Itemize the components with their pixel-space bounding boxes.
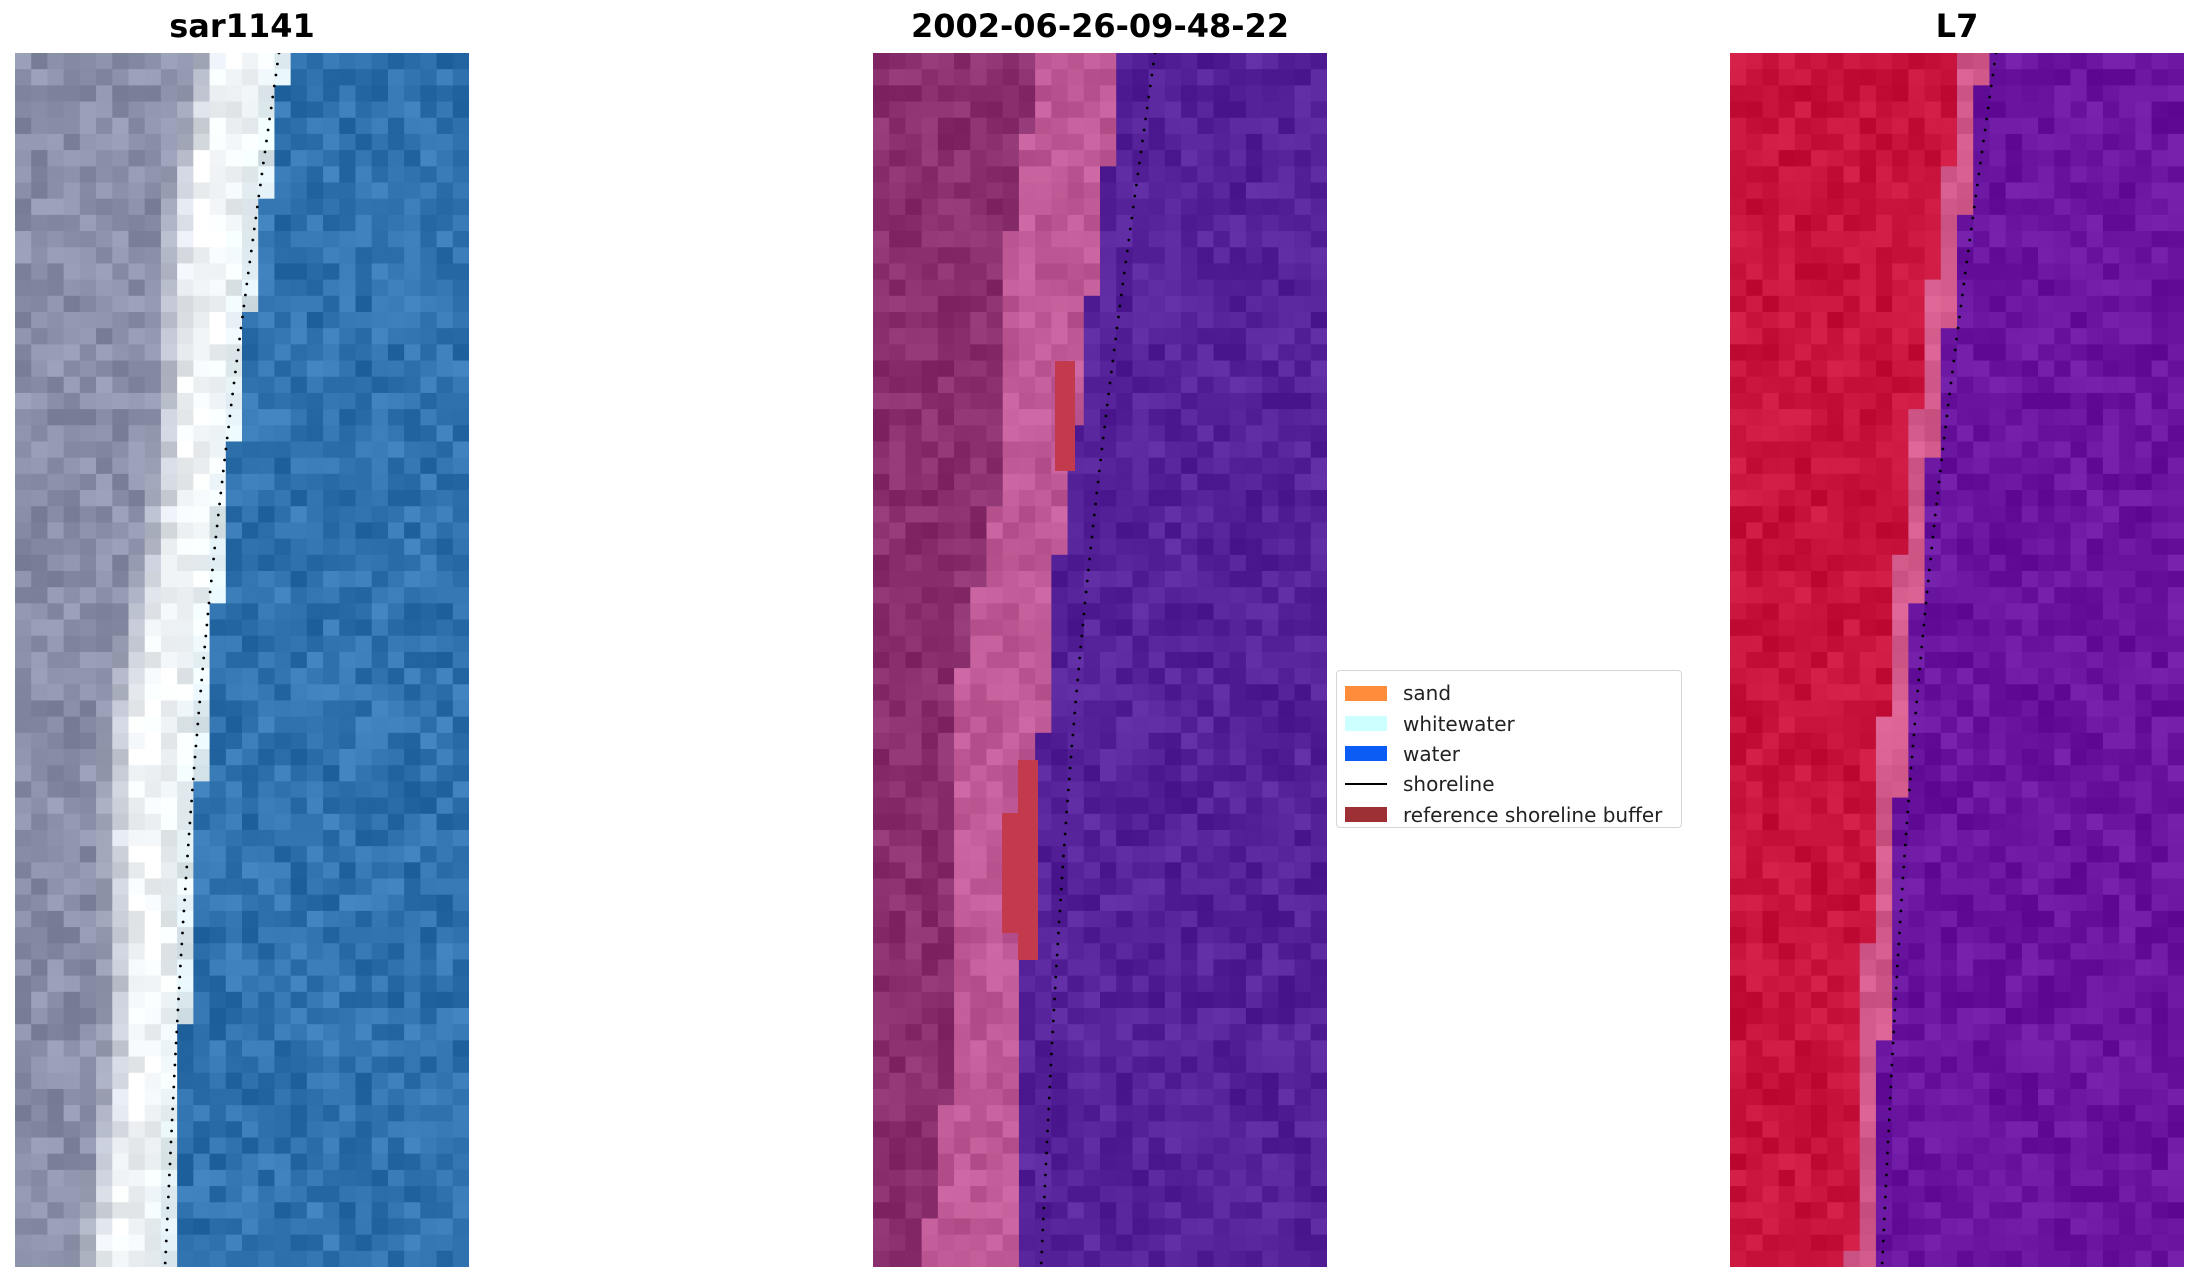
classified-image [873,53,1327,1267]
panel-title-rgb: sar1141 [169,7,315,45]
panel-title-classified: 2002-06-26-09-48-22 [910,7,1290,45]
water-swatch [1345,746,1387,762]
shoreline-line-sample [1345,783,1387,786]
falsecolor-image [1730,53,2184,1267]
legend: sand whitewater water shoreline referenc… [1336,670,1682,828]
legend-label: whitewater [1403,711,1515,736]
sand-swatch [1345,685,1387,701]
shoreline [1039,53,1157,1265]
classified-image-panel [873,53,1327,1267]
legend-item-shoreline: shoreline [1345,769,1681,799]
panel-title-falsecolor: L7 [1935,7,1979,45]
legend-label: shoreline [1403,772,1495,797]
legend-item-reference-shoreline-buffer: reference shoreline buffer [1345,800,1681,830]
legend-label: reference shoreline buffer [1403,802,1663,827]
shoreline [163,53,281,1265]
falsecolor-image-panel [1730,53,2184,1267]
legend-label: sand [1403,681,1452,706]
legend-item-whitewater: whitewater [1345,708,1681,738]
rgb-image-panel [15,53,469,1267]
legend-item-sand: sand [1345,678,1681,708]
shoreline [1880,53,1998,1265]
legend-label: water [1403,741,1460,766]
legend-item-water: water [1345,739,1681,769]
whitewater-swatch [1345,716,1387,732]
buffer-swatch [1345,807,1387,823]
rgb-image [15,53,469,1267]
